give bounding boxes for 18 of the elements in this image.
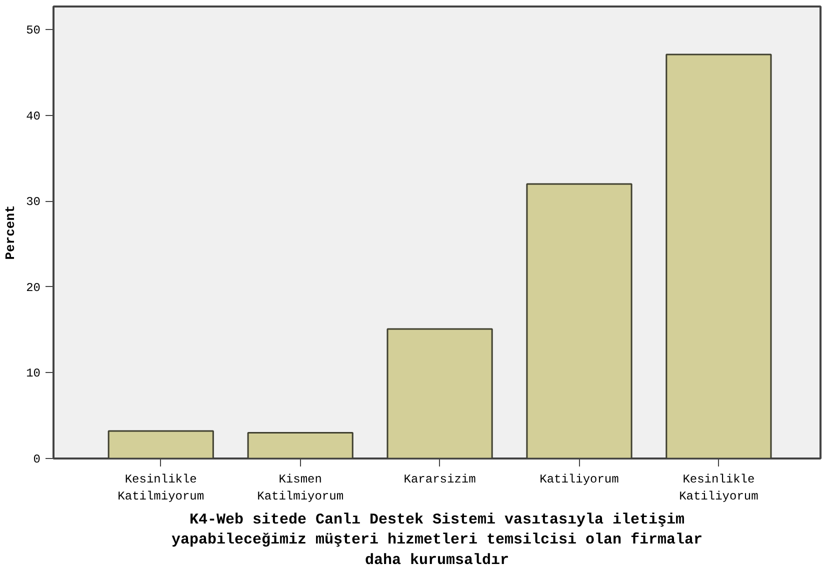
bar — [526, 183, 632, 458]
y-tick-label: 50 — [26, 24, 41, 38]
x-tick-label: Kararsizim — [404, 472, 476, 486]
x-tick-label: Kesinlikle Katilmiyorum — [118, 472, 204, 504]
x-axis-title: K4-Web sitede Canlı Destek Sistemi vasıtasıyla iletişim yapabileceğimiz müşteri hizmetleri temsilcisi olan firmalar daha kurumsaldır — [171, 511, 703, 570]
bar — [108, 430, 214, 458]
y-tick-label: 10 — [26, 366, 41, 381]
y-tick-label: 0 — [33, 452, 40, 466]
y-tick-label: 40 — [26, 109, 41, 124]
y-tick-label: 20 — [26, 280, 41, 295]
bar — [386, 328, 493, 458]
y-tick-label: 30 — [26, 195, 41, 210]
bar — [247, 432, 354, 458]
y-axis-title: Percent — [3, 205, 18, 260]
x-tick-label: Katiliyorum — [540, 472, 619, 486]
x-tick-label: Kesinlikle Katiliyorum — [679, 472, 758, 504]
x-tick-label: Kismen Katilmiyorum — [257, 472, 344, 504]
bar — [666, 54, 772, 458]
